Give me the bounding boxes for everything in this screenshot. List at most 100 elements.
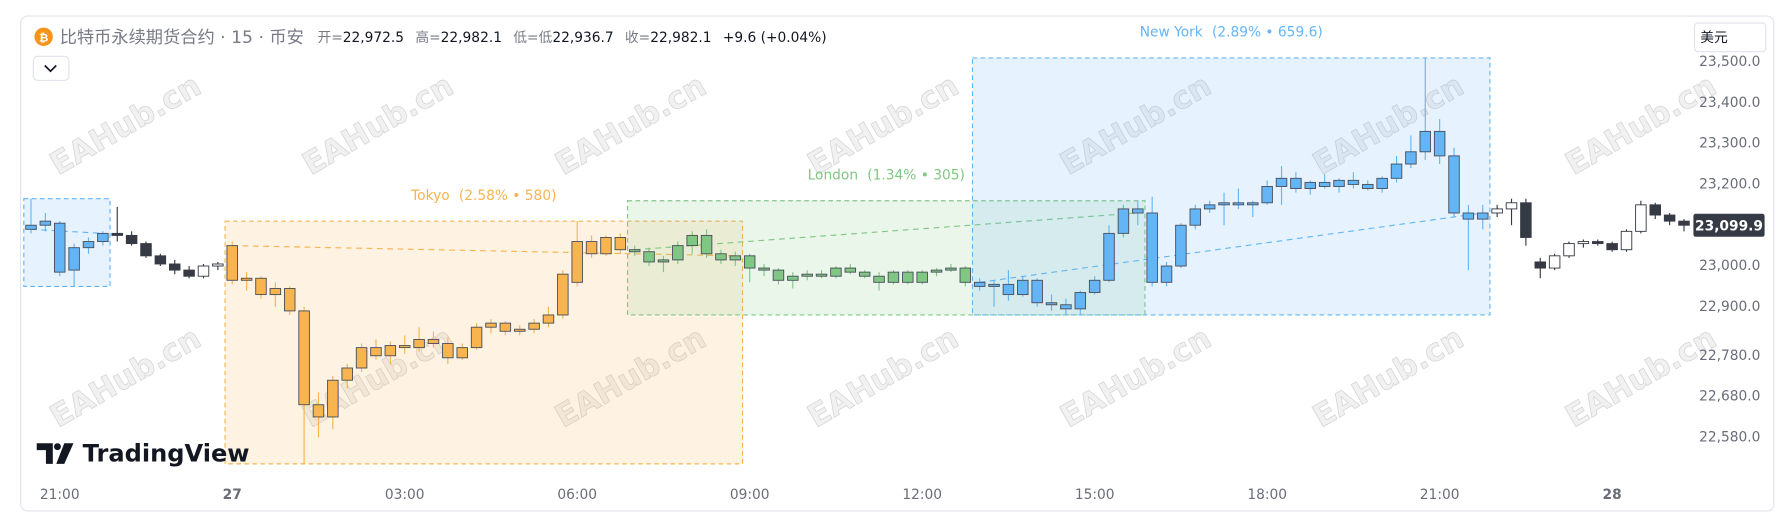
candle-body — [571, 241, 583, 283]
candle-body — [1477, 212, 1489, 220]
candle-body — [1347, 179, 1360, 185]
candle-body — [327, 379, 339, 418]
candle-body — [1275, 177, 1288, 187]
candle-body — [585, 241, 598, 255]
candle-body — [1103, 232, 1115, 281]
ohlc-label: 开= — [317, 30, 342, 46]
candle-body — [959, 267, 972, 283]
candle-body — [1635, 204, 1647, 232]
candle-body — [557, 273, 569, 316]
session-box — [971, 57, 1491, 316]
candle-body — [858, 271, 871, 277]
candle-body — [1376, 177, 1388, 189]
candle-body — [945, 267, 957, 271]
candle-body — [815, 273, 828, 277]
x-tick-label: 28 — [1603, 487, 1622, 503]
y-tick-label: 23,300.0 — [1699, 136, 1760, 152]
session-label: London (1.34% • 305) — [808, 167, 965, 183]
candle-body — [930, 269, 943, 273]
candle-body — [1002, 283, 1015, 296]
session-stats: (2.58% • 580) — [459, 188, 557, 204]
candle-body — [370, 347, 382, 357]
ohlc-value: 22,972.5 — [343, 30, 404, 46]
candle-body — [1462, 212, 1475, 220]
candle-body — [1678, 220, 1690, 226]
candle-body — [1290, 177, 1302, 189]
y-tick-label: 22,780.0 — [1699, 348, 1760, 364]
candle-body — [1017, 279, 1029, 296]
change: +9.6 (+0.04%) — [723, 30, 827, 46]
session-name: London — [808, 167, 858, 183]
session-label: New York (2.89% • 659.6) — [1140, 25, 1323, 41]
candle-body — [39, 220, 52, 226]
ohlc-label: 收= — [625, 30, 650, 46]
x-tick-label: 21:00 — [40, 487, 80, 503]
candle-body — [1045, 302, 1058, 306]
candle-body — [183, 269, 195, 277]
session-stats: (1.34% • 305) — [867, 167, 965, 183]
candle-body — [1318, 181, 1331, 187]
legend-line: 比特币永续期货合约 · 15 · 币安 开=22,972.5 高=22,982.… — [60, 28, 827, 48]
candle-body — [470, 326, 483, 349]
y-tick-label: 22,680.0 — [1699, 389, 1760, 405]
x-tick-label: 03:00 — [385, 487, 425, 503]
candle-body — [1534, 261, 1547, 269]
candle-body — [1362, 183, 1374, 189]
collapse-button[interactable] — [32, 55, 70, 81]
candle-body — [82, 241, 95, 249]
candle-body — [1074, 292, 1087, 310]
candle-body — [1218, 202, 1230, 206]
candle-body — [1304, 181, 1317, 189]
y-tick-label: 22,580.0 — [1699, 429, 1760, 445]
ohlc-value: 22,982.1 — [650, 30, 711, 46]
candle-body — [801, 273, 813, 277]
candle-body — [1117, 208, 1130, 234]
y-tick-label: 23,400.0 — [1699, 95, 1760, 111]
candle-body — [887, 271, 900, 283]
candle-body — [240, 277, 253, 281]
session-box — [626, 200, 1146, 316]
candle-body — [614, 237, 627, 251]
session-boxes — [23, 57, 1491, 465]
candle-body — [442, 343, 454, 359]
candle-body — [743, 255, 756, 269]
labels: Tokyo (2.58% • 580) London (1.34% • 305) New… — [40, 25, 1765, 503]
candle-body — [1491, 208, 1503, 214]
session-box — [23, 198, 111, 287]
candle-body — [355, 347, 368, 369]
candle-body — [283, 287, 296, 312]
candle-body — [168, 263, 181, 271]
candle-body — [1060, 304, 1072, 310]
candle-body — [1203, 204, 1216, 210]
candle-body — [54, 222, 66, 273]
coin-icon-glyph: ₿ — [39, 30, 48, 44]
candle-body — [844, 267, 857, 273]
candle-body — [413, 338, 425, 349]
x-tick-label: 12:00 — [902, 487, 942, 503]
candle-body — [1592, 241, 1604, 245]
ohlc-value: 22,982.1 — [441, 30, 502, 46]
candle-body — [125, 234, 138, 245]
candle-body — [398, 345, 411, 349]
candle-body — [255, 277, 267, 296]
candle-body — [700, 234, 713, 255]
candle-body — [226, 245, 238, 281]
candle-body — [456, 347, 468, 359]
candle-body — [1175, 224, 1187, 267]
candle-body — [1663, 214, 1676, 222]
session-trend — [979, 212, 1483, 283]
candle-body — [1146, 212, 1158, 283]
candle-body — [513, 328, 526, 332]
candle-body — [499, 322, 512, 332]
currency-button[interactable]: 美元 — [1693, 22, 1767, 53]
candle-body — [1520, 202, 1532, 238]
y-tick-label: 22,900.0 — [1699, 299, 1760, 315]
candle-body — [269, 287, 282, 296]
candle-body — [1232, 202, 1245, 206]
candle-body — [657, 259, 670, 263]
candle-body — [1577, 241, 1590, 245]
session-stats: (2.89% • 659.6) — [1212, 25, 1323, 41]
candle-body — [1160, 265, 1173, 283]
candle-body — [140, 243, 152, 257]
session-trend — [634, 212, 1138, 251]
